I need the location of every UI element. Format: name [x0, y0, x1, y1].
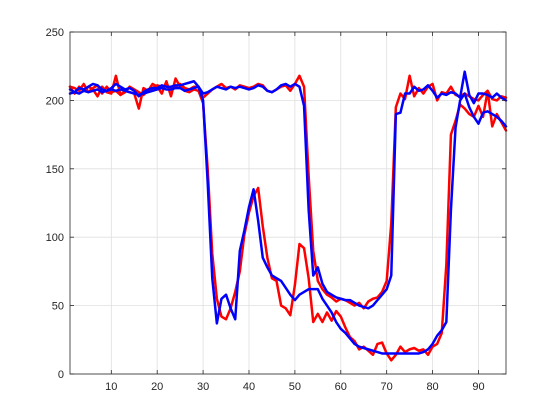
x-tick-label: 30 — [197, 381, 209, 393]
series-layer — [68, 70, 508, 362]
y-tick-label: 0 — [58, 369, 64, 381]
y-tick-label: 150 — [46, 164, 64, 176]
x-tick-label: 80 — [426, 381, 438, 393]
blue-series-line-4 — [68, 70, 508, 310]
x-tick-label: 20 — [151, 381, 163, 393]
x-tick-label: 40 — [243, 381, 255, 393]
x-tick-label: 70 — [381, 381, 393, 393]
tick-layer: 10 20 30 40 50 60 70 80 90 0 50 100 150 200 250 — [46, 27, 506, 393]
plot-area — [70, 32, 506, 374]
x-tick-label: 50 — [289, 381, 301, 393]
x-tick-label: 90 — [472, 381, 484, 393]
y-tick-label: 250 — [46, 27, 64, 39]
y-tick-label: 200 — [46, 95, 64, 107]
x-tick-label: 10 — [105, 381, 117, 393]
y-tick-label: 100 — [46, 232, 64, 244]
axes-box — [69, 31, 507, 375]
y-tick-label: 50 — [52, 301, 64, 313]
x-tick-label: 60 — [335, 381, 347, 393]
